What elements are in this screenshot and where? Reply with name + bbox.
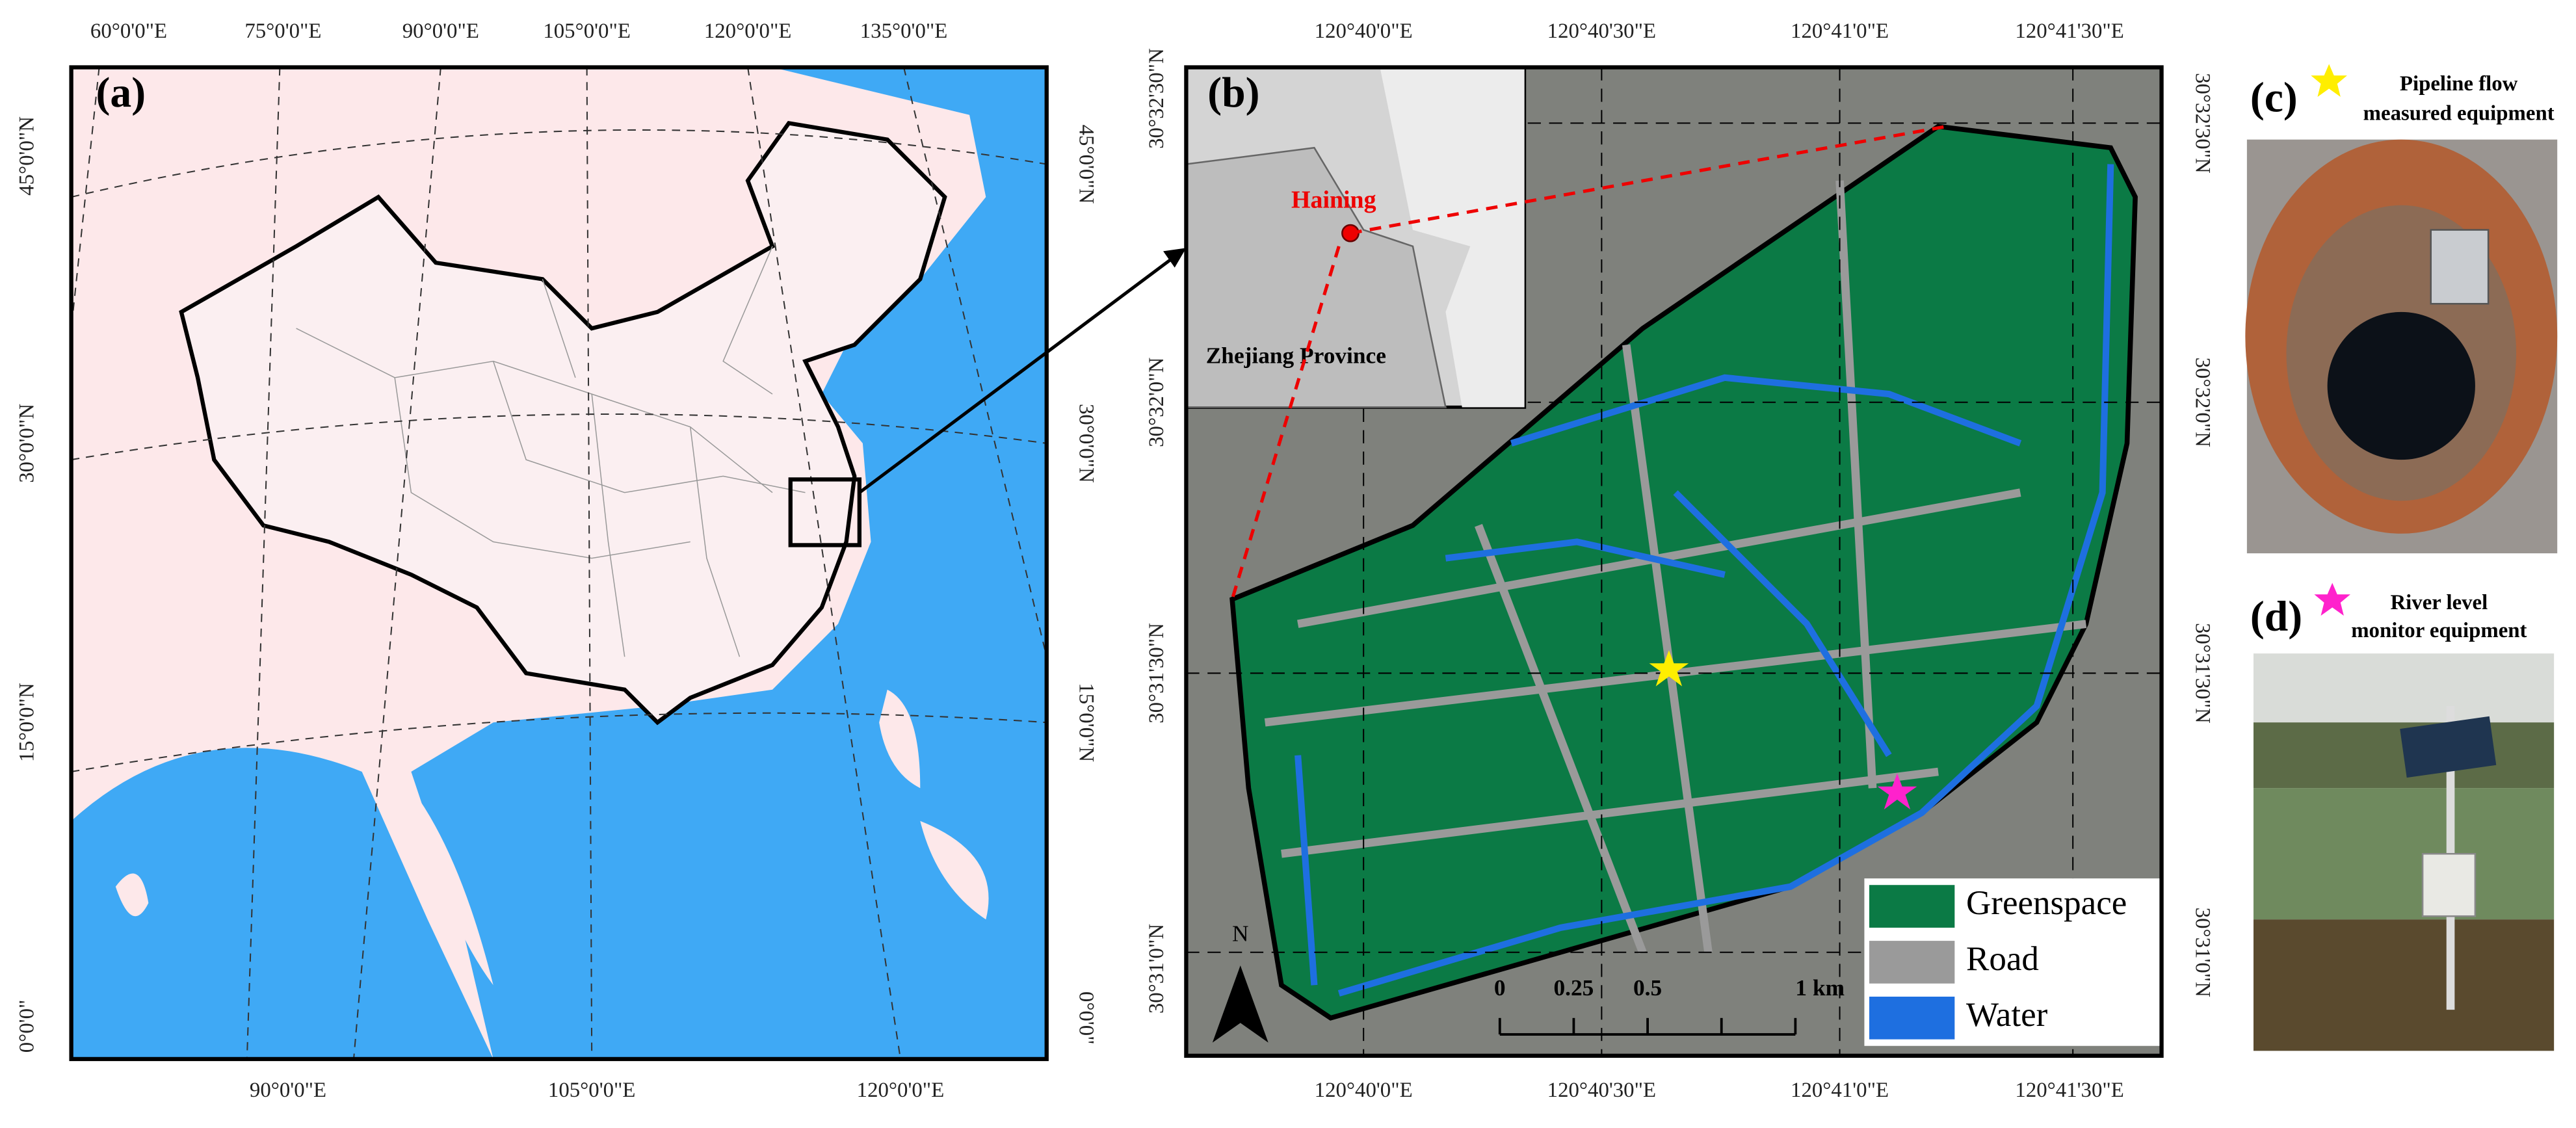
- river-star: [1877, 773, 1917, 810]
- scale-label: 0.5: [1633, 975, 1662, 1001]
- island: [115, 873, 149, 917]
- bank: [2253, 919, 2555, 1051]
- tick-label: 15°0'0"N: [1074, 683, 1097, 762]
- tick-label: 30°31'0"N: [2191, 908, 2215, 997]
- frame: [69, 65, 1049, 1062]
- arrow-head: [1163, 248, 1187, 268]
- ocean: [411, 67, 1047, 1059]
- pipeline-star: [2311, 64, 2347, 98]
- tick-label: 30°32'0"N: [2191, 358, 2215, 447]
- tick-label: 120°40'0"E: [1315, 20, 1413, 43]
- province-lines: [296, 246, 806, 657]
- tick-label: 120°41'0"E: [1791, 1079, 1889, 1102]
- tick-label: 120°41'30"E: [2015, 20, 2123, 43]
- study-box: [788, 477, 862, 547]
- inset-city: Haining: [1291, 186, 1376, 213]
- tick-label: 90°0'0"E: [402, 20, 479, 43]
- tick-label: 105°0'0"E: [543, 20, 631, 43]
- scale-label: 0: [1494, 975, 1506, 1001]
- manhole-water: [2327, 311, 2475, 460]
- tick-label: 60°0'0"E: [90, 20, 167, 43]
- tick-label: 135°0'0"E: [860, 20, 948, 43]
- scale-label: 0.25: [1554, 975, 1594, 1001]
- tick-label: 120°0'0"E: [857, 1079, 945, 1102]
- panel-b: Haining Zhejiang Province Greenspace Roa…: [1184, 65, 2164, 1058]
- caption: monitor equipment: [2351, 619, 2527, 642]
- scale-bar: [1498, 1017, 1797, 1036]
- river-star: [2314, 583, 2350, 616]
- tick-label: 30°31'30"N: [2191, 623, 2215, 724]
- tick-label: 30°31'0"N: [1145, 924, 1168, 1014]
- panel-label: (d): [2250, 593, 2302, 640]
- tick-label: 120°40'0"E: [1315, 1079, 1413, 1102]
- frame: [1184, 65, 2164, 1058]
- tick-label: 75°0'0"E: [244, 20, 321, 43]
- legend-swatch: [1869, 885, 1955, 928]
- tick-label: 30°31'30"N: [1145, 623, 1168, 724]
- panel-c: (c) Pipeline flow measured equipment: [2245, 64, 2558, 554]
- legend-swatch: [1869, 996, 1955, 1040]
- zoom-lines: [1230, 124, 1947, 600]
- tick-label: 45°0'0"N: [15, 116, 38, 196]
- tick-label: 120°41'30"E: [2015, 1079, 2123, 1102]
- china-outline: [179, 120, 947, 726]
- legend-label: Road: [1966, 940, 2039, 978]
- scale-label: 1 km: [1795, 975, 1845, 1001]
- caption: Pipeline flow: [2400, 72, 2518, 96]
- panel-label: (b): [1207, 69, 1259, 116]
- panel-a: (a): [69, 65, 1187, 1062]
- tick-label: 0°0'0": [15, 1000, 38, 1053]
- tick-label: 120°41'0"E: [1791, 20, 1889, 43]
- tick-label: 120°40'30"E: [1547, 1079, 1656, 1102]
- caption: River level: [2390, 591, 2488, 614]
- tick-label: 15°0'0"N: [15, 683, 38, 762]
- equipment: [2430, 229, 2490, 305]
- panel-label: (c): [2250, 74, 2298, 122]
- legend-label: Greenspace: [1966, 884, 2127, 922]
- arrow: [858, 256, 1174, 494]
- north-arrow: [1212, 965, 1268, 1043]
- tick-label: 30°32'0"N: [1145, 358, 1168, 447]
- equipment-box: [2421, 852, 2477, 917]
- tick-label: 120°0'0"E: [704, 20, 792, 43]
- tick-label: 105°0'0"E: [548, 1079, 636, 1102]
- graticule: [70, 67, 1047, 1060]
- tick-label: 30°32'30"N: [1145, 48, 1168, 149]
- tick-label: 45°0'0"N: [1074, 125, 1097, 204]
- panel-label: (a): [96, 69, 146, 116]
- solar-panel: [2400, 716, 2497, 778]
- tick-label: 0°0'0": [1074, 991, 1097, 1045]
- river: [2253, 788, 2555, 920]
- pipeline-star: [1649, 650, 1689, 687]
- tick-label: 30°0'0"N: [15, 404, 38, 483]
- tick-label: 30°0'0"N: [1074, 404, 1097, 483]
- tick-label: 90°0'0"E: [250, 1079, 326, 1102]
- water: [1295, 164, 2114, 997]
- tick-label: 120°40'30"E: [1547, 20, 1656, 43]
- north-label: N: [1232, 921, 1249, 947]
- panel-d: (d) River level monitor equipment: [2250, 583, 2555, 1051]
- inset-province-label: Zhejiang Province: [1206, 343, 1386, 369]
- inset-province: [1185, 146, 1447, 408]
- legend-swatch: [1869, 941, 1955, 984]
- caption: measured equipment: [2363, 101, 2555, 125]
- legend-label: Water: [1966, 996, 2048, 1034]
- ocean: [71, 748, 493, 1059]
- tick-label: 30°32'30"N: [2191, 73, 2215, 174]
- inset-sea: [1380, 67, 1525, 408]
